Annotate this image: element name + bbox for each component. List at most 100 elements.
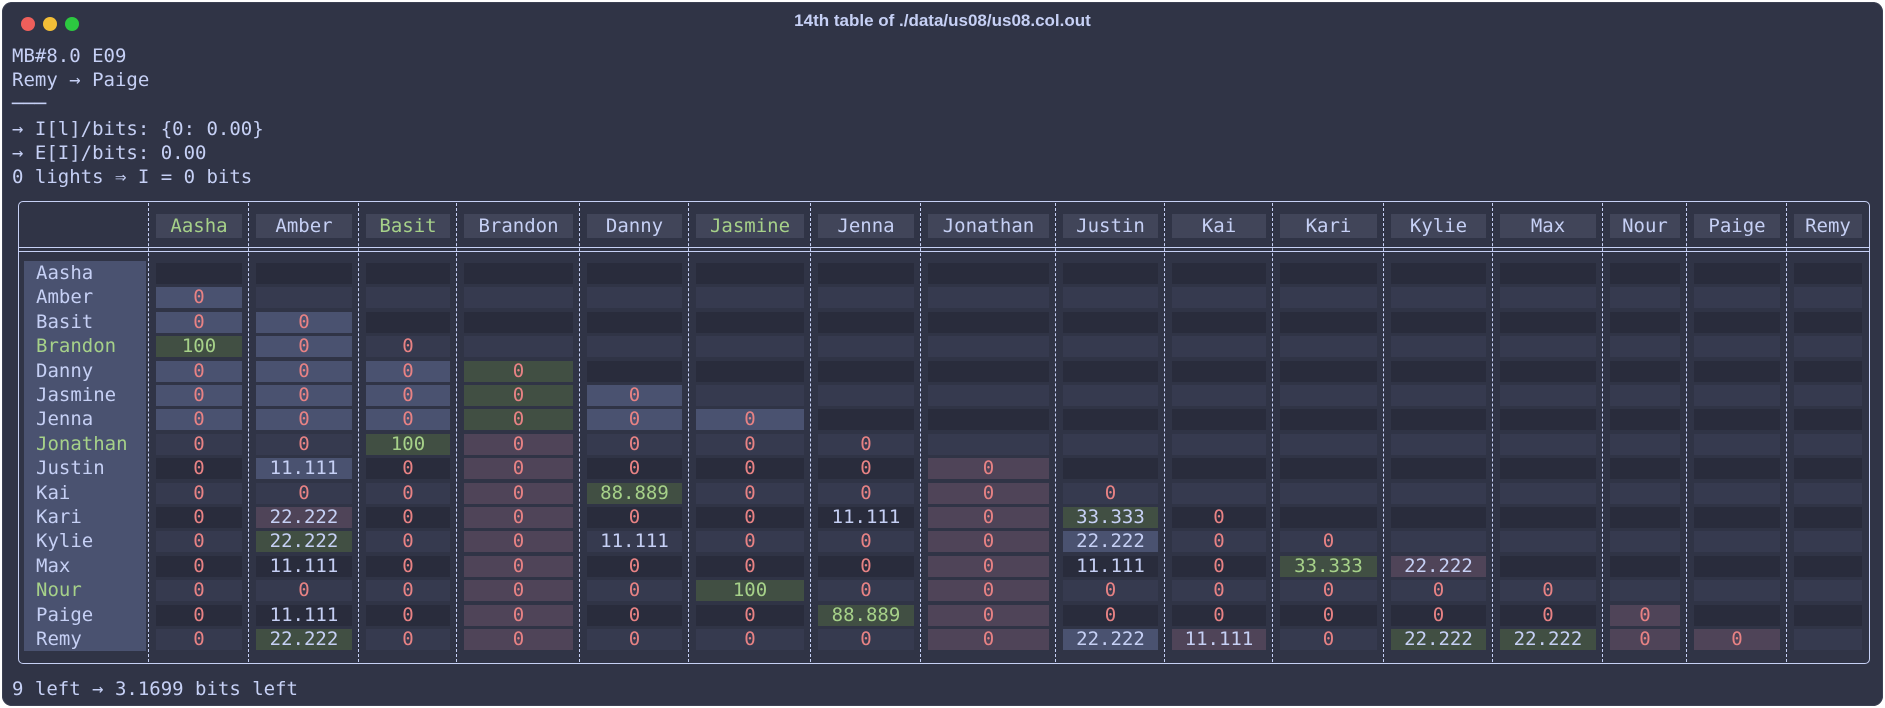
column-header[interactable]: Paige [1694, 214, 1780, 238]
empty-cell [1694, 433, 1780, 455]
row-label[interactable]: Remy [24, 627, 146, 652]
column-header[interactable]: Jasmine [696, 214, 804, 238]
table-cell: 33.333 [1280, 555, 1377, 577]
column-header[interactable]: Justin [1063, 214, 1158, 238]
empty-cell [1794, 629, 1862, 650]
row-label[interactable]: Brandon [24, 334, 146, 359]
table-cell: 0 [1500, 580, 1596, 602]
table-cell: 0 [464, 555, 573, 577]
empty-cell [464, 263, 573, 284]
empty-cell [696, 263, 804, 284]
row-label[interactable]: Paige [24, 602, 146, 627]
table-cell: 0 [696, 604, 804, 626]
close-button[interactable] [21, 17, 35, 31]
row-label[interactable]: Danny [24, 358, 146, 383]
empty-cell [1391, 409, 1486, 431]
column-header[interactable]: Kari [1280, 214, 1377, 238]
row-label[interactable]: Jasmine [24, 383, 146, 408]
column-header[interactable]: Amber [256, 214, 352, 238]
empty-cell [818, 409, 914, 431]
row-label[interactable]: Max [24, 553, 146, 579]
empty-cell [1610, 409, 1680, 431]
table-cell: 88.889 [587, 482, 682, 504]
row-label[interactable]: Jenna [24, 407, 146, 432]
table-cell: 0 [256, 360, 352, 382]
table-cell: 0 [696, 433, 804, 455]
table-cell: 0 [156, 287, 242, 309]
column-header[interactable]: Brandon [464, 214, 573, 238]
table-cell: 0 [928, 629, 1049, 650]
empty-cell [1391, 507, 1486, 528]
empty-cell [1794, 531, 1862, 553]
row-label[interactable]: Basit [24, 309, 146, 335]
table-cell: 11.111 [256, 458, 352, 480]
table-cell: 0 [256, 311, 352, 333]
empty-cell [818, 385, 914, 406]
empty-cell [1694, 385, 1780, 406]
row-label[interactable]: Kylie [24, 529, 146, 554]
column-header[interactable]: Jenna [818, 214, 914, 238]
empty-cell [1794, 311, 1862, 333]
empty-cell [696, 311, 804, 333]
column-separator [1164, 203, 1165, 662]
table-cell: 11.111 [1063, 555, 1158, 577]
table-cell: 0 [156, 580, 242, 602]
row-label[interactable]: Jonathan [24, 431, 146, 457]
empty-cell [1280, 409, 1377, 431]
column-header[interactable]: Kylie [1391, 214, 1486, 238]
row-label[interactable]: Nour [24, 578, 146, 603]
empty-cell [818, 311, 914, 333]
column-header[interactable]: Kai [1172, 214, 1266, 238]
column-header[interactable]: Jonathan [928, 214, 1049, 238]
empty-cell [1500, 458, 1596, 480]
row-label[interactable]: Kari [24, 505, 146, 530]
terminal-line-3: ─── [12, 93, 47, 115]
column-header[interactable]: Basit [366, 214, 450, 238]
column-separator [1686, 203, 1687, 662]
empty-cell [1794, 409, 1862, 431]
empty-cell [1794, 604, 1862, 626]
table-cell: 0 [366, 580, 450, 602]
column-header[interactable]: Danny [587, 214, 682, 238]
maximize-button[interactable] [65, 17, 79, 31]
table-cell: 0 [928, 531, 1049, 553]
table-cell: 0 [818, 531, 914, 553]
row-label[interactable]: Amber [24, 285, 146, 310]
empty-cell [1391, 458, 1486, 480]
terminal-line-5: → E[I]/bits: 0.00 [12, 142, 207, 164]
column-header[interactable]: Remy [1794, 214, 1862, 238]
row-label[interactable]: Kai [24, 480, 146, 505]
table-cell: 100 [696, 580, 804, 602]
table-cell: 0 [587, 433, 682, 455]
empty-cell [1610, 360, 1680, 382]
empty-cell [1610, 287, 1680, 309]
table-cell: 0 [464, 531, 573, 553]
empty-cell [818, 263, 914, 284]
table-cell: 22.222 [256, 507, 352, 528]
row-label[interactable]: Justin [24, 456, 146, 481]
minimize-button[interactable] [43, 17, 57, 31]
column-header[interactable]: Nour [1610, 214, 1680, 238]
table-cell: 0 [464, 409, 573, 431]
table-cell: 0 [1391, 604, 1486, 626]
column-header[interactable]: Aasha [156, 214, 242, 238]
table-cell: 11.111 [587, 531, 682, 553]
empty-cell [1694, 287, 1780, 309]
table-cell: 0 [464, 629, 573, 650]
empty-cell [1172, 482, 1266, 504]
empty-cell [1694, 580, 1780, 602]
empty-cell [1280, 287, 1377, 309]
table-cell: 0 [928, 580, 1049, 602]
empty-cell [1500, 433, 1596, 455]
table-cell: 0 [464, 360, 573, 382]
column-header[interactable]: Max [1500, 214, 1596, 238]
empty-cell [1172, 263, 1266, 284]
table-cell: 0 [156, 531, 242, 553]
empty-cell [1794, 580, 1862, 602]
table-cell: 0 [1610, 629, 1680, 650]
terminal-line-2: Remy → Paige [12, 69, 150, 91]
table-cell: 0 [818, 629, 914, 650]
row-label[interactable]: Aasha [24, 261, 146, 286]
empty-cell [587, 287, 682, 309]
table-cell: 11.111 [1172, 629, 1266, 650]
